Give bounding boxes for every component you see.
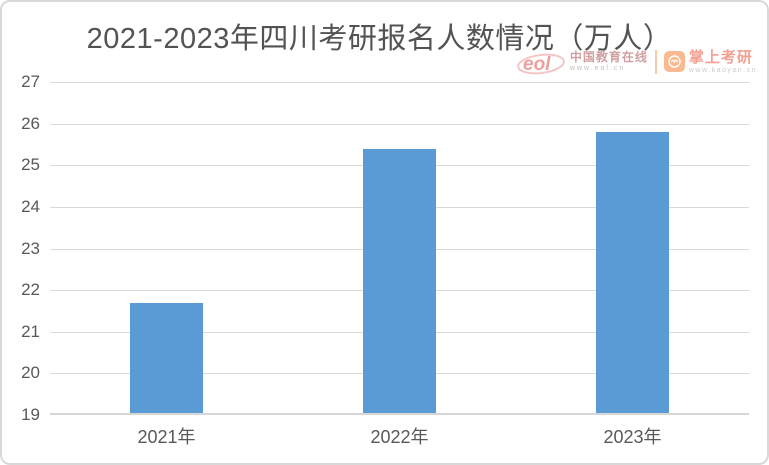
eol-logo: eol 中国教育在线 www.eol.cn [516, 48, 648, 76]
bar-slot [516, 82, 749, 415]
x-tick-label: 2022年 [370, 427, 429, 447]
x-axis-labels: 2021年 2022年 2023年 [50, 423, 749, 449]
y-tick-label: 25 [21, 155, 40, 175]
bar-slot [50, 82, 283, 415]
zhangshang-kaoyan-url: www.kaoyan.cn [688, 66, 757, 74]
chart-title: 2021-2023年四川考研报名人数情况（万人） [86, 23, 673, 55]
watermark-divider [654, 50, 657, 74]
zhangshang-kaoyan-name: 掌上考研 [688, 49, 753, 67]
y-axis-labels: 19 20 21 22 23 24 25 26 27 [2, 72, 40, 424]
watermark: eol 中国教育在线 www.eol.cn 掌上考研 www.kaoyan.cn [516, 48, 757, 76]
y-tick-label: 22 [21, 280, 40, 300]
bar-2023年 [596, 131, 669, 415]
gridline [50, 123, 749, 125]
zhangshang-kaoyan-icon [663, 51, 685, 73]
plot-area [50, 82, 749, 415]
svg-text:eol: eol [523, 54, 551, 75]
zhangshang-kaoyan-logo: 掌上考研 www.kaoyan.cn [663, 49, 757, 74]
bars [50, 82, 749, 415]
y-tick-label: 21 [21, 321, 40, 341]
bar-2021年 [130, 302, 203, 415]
x-tick-label: 2023年 [603, 427, 662, 447]
gridline [50, 82, 749, 83]
eol-logo-url: www.eol.cn [569, 64, 626, 72]
y-tick-label: 20 [21, 363, 40, 383]
y-tick-label: 27 [21, 72, 40, 91]
eol-logo-name: 中国教育在线 [569, 50, 648, 65]
eol-logo-icon: eol [516, 53, 565, 75]
bar-2022年 [363, 148, 436, 415]
y-tick-label: 23 [21, 238, 40, 258]
x-axis-line [50, 413, 749, 415]
y-tick-label: 19 [21, 405, 40, 424]
y-tick-label: 24 [21, 196, 40, 216]
x-tick-label: 2021年 [137, 427, 196, 447]
y-tick-label: 26 [21, 113, 40, 133]
bar-slot [283, 82, 516, 415]
